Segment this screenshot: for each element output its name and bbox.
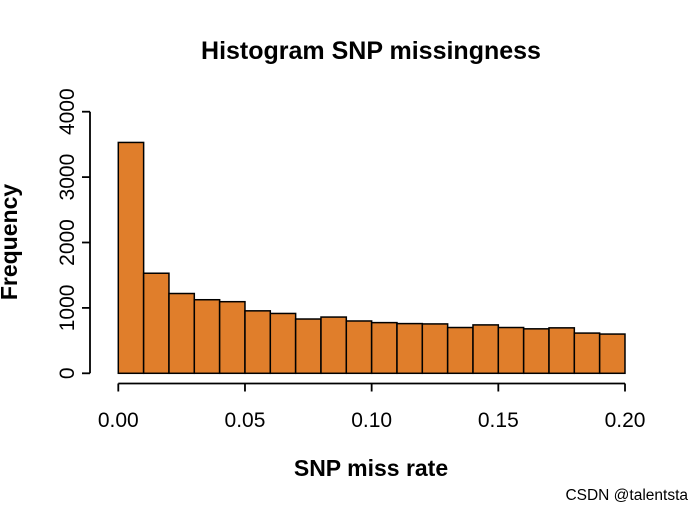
y-tick-label: 1000	[56, 285, 79, 332]
histogram-bar	[446, 326, 474, 375]
histogram-bar	[421, 323, 449, 375]
histogram-bar	[345, 320, 373, 375]
histogram-bar	[548, 327, 576, 375]
histogram-bar	[396, 322, 424, 375]
histogram-bar	[522, 328, 550, 375]
histogram-bar	[497, 326, 525, 375]
x-tick-label: 0.15	[478, 409, 519, 432]
histogram-bar	[269, 312, 297, 375]
y-tick-label: 4000	[56, 88, 79, 135]
watermark: CSDN @talentsta	[565, 487, 688, 504]
x-tick-label: 0.10	[351, 409, 392, 432]
axes-group: 0.00 0.05 0.10 0.15 0.20 0 1000 2000 3000 4000	[56, 88, 645, 432]
histogram-bar	[244, 310, 272, 375]
histogram-bar	[294, 318, 322, 375]
x-tick-label: 0.20	[605, 409, 646, 432]
x-axis-title: SNP miss rate	[294, 455, 448, 481]
y-tick-label: 0	[56, 367, 79, 379]
y-tick-label: 2000	[56, 219, 79, 266]
bars-group	[117, 141, 626, 375]
histogram-bar	[168, 292, 196, 375]
y-tick-label: 3000	[56, 154, 79, 201]
y-axis-title: Frequency	[0, 184, 22, 301]
histogram-bar	[142, 272, 170, 375]
histogram-bar	[370, 321, 398, 375]
histogram-bar	[218, 300, 246, 375]
histogram-bar	[573, 332, 601, 375]
histogram-bar	[472, 324, 500, 375]
histogram-bar	[193, 298, 221, 375]
chart-title: Histogram SNP missingness	[201, 37, 541, 65]
histogram-bar	[320, 316, 348, 375]
x-tick-label: 0.00	[98, 409, 139, 432]
x-tick-label: 0.05	[225, 409, 266, 432]
histogram-bar	[117, 141, 145, 375]
histogram-bar	[598, 333, 626, 375]
